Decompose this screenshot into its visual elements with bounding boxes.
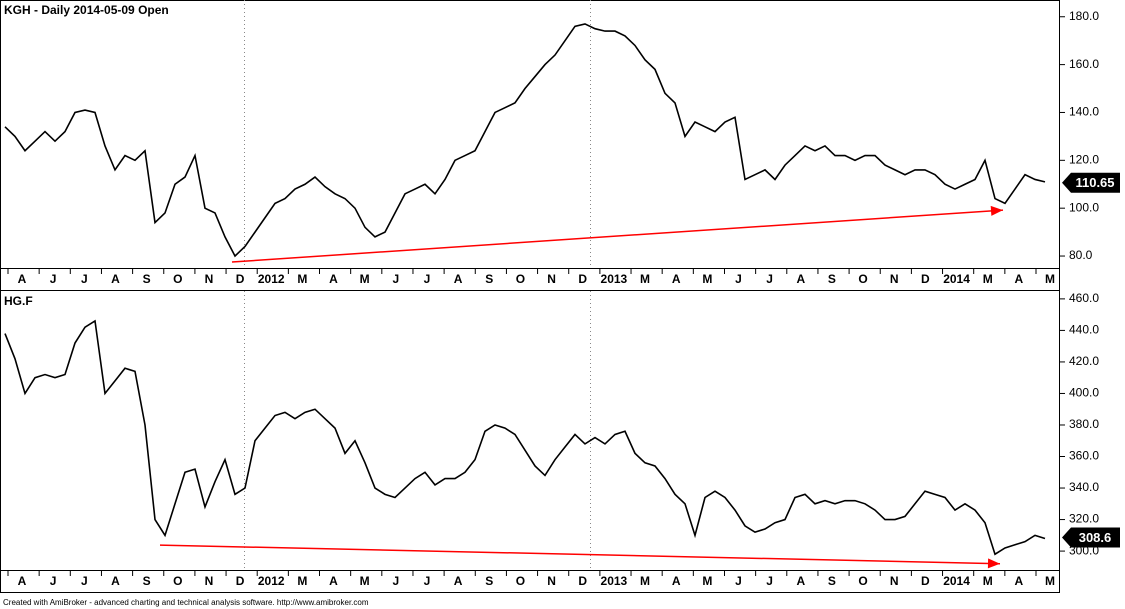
x-tick-label: A — [1015, 574, 1024, 588]
x-tick-label: M — [983, 574, 993, 588]
x-tick-label: 2013 — [601, 272, 628, 286]
x-tick-label: A — [796, 272, 805, 286]
x-tick-label: A — [18, 272, 27, 286]
x-tick-label: S — [485, 574, 493, 588]
trend-arrowhead — [990, 205, 1003, 216]
x-tick-label: N — [890, 272, 899, 286]
x-tick-label: O — [173, 574, 182, 588]
x-tick-label: A — [329, 272, 338, 286]
x-tick-label: J — [766, 272, 773, 286]
y-tick-label: 360.0 — [1069, 449, 1099, 463]
x-tick-label: 2012 — [258, 272, 285, 286]
last-value-box — [1062, 527, 1120, 548]
x-tick-label: A — [454, 272, 463, 286]
x-tick-label: N — [547, 574, 556, 588]
x-tick-label: M — [1045, 574, 1055, 588]
x-tick-label: M — [702, 574, 712, 588]
y-tick-label: 80.0 — [1069, 248, 1093, 262]
x-tick-label: O — [516, 574, 525, 588]
y-tick-label: 420.0 — [1069, 354, 1099, 368]
y-tick-label: 180.0 — [1069, 9, 1099, 23]
x-tick-label: D — [236, 574, 245, 588]
last-value-box — [1062, 172, 1120, 193]
footer: Created with AmiBroker - advanced charti… — [3, 598, 369, 607]
x-tick-label: O — [858, 574, 867, 588]
x-tick-label: 2012 — [258, 574, 285, 588]
x-tick-label: 2014 — [943, 272, 970, 286]
y-tick-label: 460.0 — [1069, 291, 1099, 305]
x-tick-label: D — [578, 574, 587, 588]
x-tick-label: D — [236, 272, 245, 286]
x-tick-label: M — [360, 574, 370, 588]
x-tick-label: J — [392, 272, 399, 286]
x-tick-label: 2014 — [943, 574, 970, 588]
panel-frame — [0, 0, 1060, 291]
x-tick-label: J — [424, 272, 431, 286]
y-tick-label: 340.0 — [1069, 480, 1099, 494]
x-tick-label: A — [672, 272, 681, 286]
x-tick-label: J — [735, 574, 742, 588]
x-tick-label: N — [205, 574, 214, 588]
x-tick-label: S — [828, 574, 836, 588]
x-tick-label: S — [143, 574, 151, 588]
x-tick-label: O — [858, 272, 867, 286]
last-value-label: 308.6 — [1079, 530, 1112, 545]
x-tick-label: O — [173, 272, 182, 286]
x-tick-label: A — [329, 574, 338, 588]
x-tick-label: D — [921, 272, 930, 286]
y-tick-label: 120.0 — [1069, 152, 1099, 166]
x-tick-label: A — [111, 272, 120, 286]
x-tick-label: N — [205, 272, 214, 286]
chart-title: HG.F — [4, 294, 33, 308]
x-tick-label: A — [454, 574, 463, 588]
x-tick-label: A — [672, 574, 681, 588]
x-tick-label: J — [392, 574, 399, 588]
x-tick-label: J — [81, 574, 88, 588]
x-tick-label: A — [18, 574, 27, 588]
x-tick-label: J — [50, 272, 57, 286]
chart-title: KGH - Daily 2014-05-09 Open — [4, 3, 169, 17]
x-tick-label: J — [735, 272, 742, 286]
trend-arrowhead — [987, 558, 1000, 569]
y-tick-label: 380.0 — [1069, 417, 1099, 431]
x-tick-label: M — [640, 272, 650, 286]
x-tick-label: J — [766, 574, 773, 588]
x-tick-label: J — [50, 574, 57, 588]
trend-line — [159, 544, 1001, 565]
x-tick-label: J — [424, 574, 431, 588]
x-tick-label: M — [702, 272, 712, 286]
x-tick-label: N — [890, 574, 899, 588]
x-tick-label: M — [297, 574, 307, 588]
x-tick-label: M — [1045, 272, 1055, 286]
y-tick-label: 140.0 — [1069, 105, 1099, 119]
x-tick-label: M — [297, 272, 307, 286]
y-tick-label: 440.0 — [1069, 323, 1099, 337]
price-line — [4, 23, 1046, 258]
y-tick-label: 400.0 — [1069, 386, 1099, 400]
x-tick-label: M — [360, 272, 370, 286]
x-tick-label: O — [516, 272, 525, 286]
y-tick-label: 160.0 — [1069, 57, 1099, 71]
y-tick-label: 320.0 — [1069, 512, 1099, 526]
panel-frame — [0, 290, 1060, 593]
trend-line — [231, 209, 1004, 263]
x-tick-label: D — [578, 272, 587, 286]
x-tick-label: S — [143, 272, 151, 286]
price-line — [4, 319, 1046, 556]
x-tick-label: N — [547, 272, 556, 286]
x-tick-label: M — [983, 272, 993, 286]
x-tick-label: S — [828, 272, 836, 286]
x-tick-label: A — [1015, 272, 1024, 286]
x-tick-label: J — [81, 272, 88, 286]
x-tick-label: M — [640, 574, 650, 588]
x-tick-label: S — [485, 272, 493, 286]
last-value-label: 110.65 — [1075, 175, 1114, 190]
x-tick-label: A — [796, 574, 805, 588]
x-tick-label: D — [921, 574, 930, 588]
x-tick-label: 2013 — [601, 574, 628, 588]
x-tick-label: A — [111, 574, 120, 588]
y-tick-label: 100.0 — [1069, 200, 1099, 214]
